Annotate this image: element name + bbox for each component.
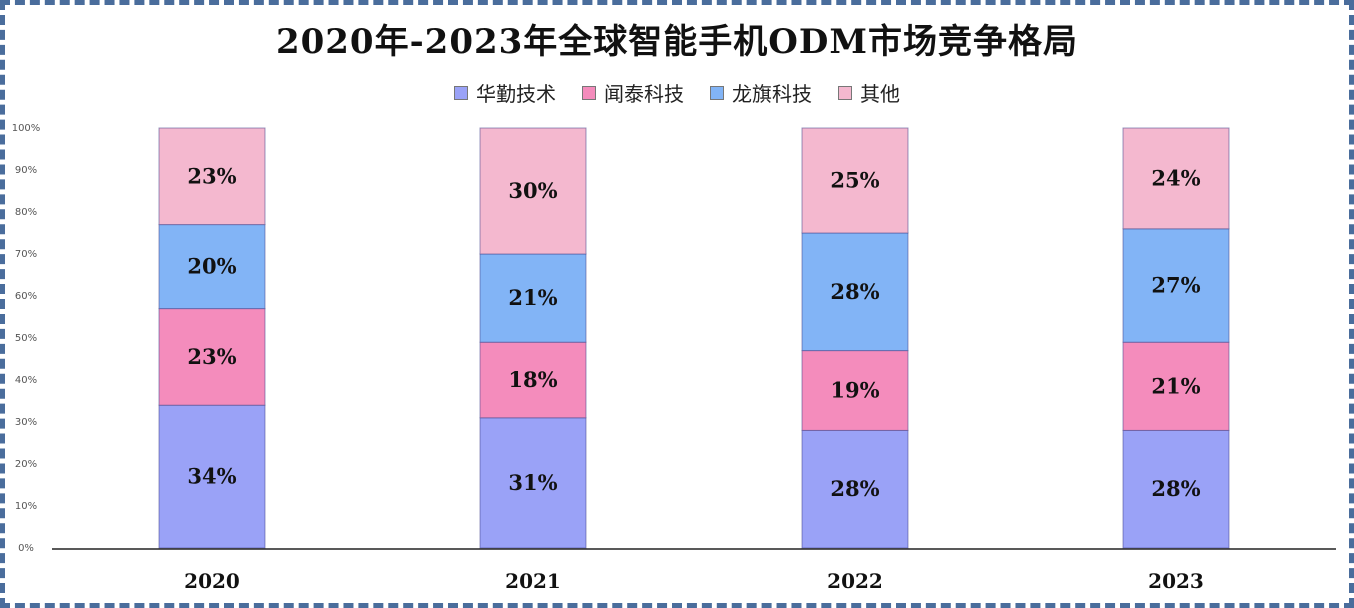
bar-segment: [479, 253, 587, 343]
bar-value-label: 28%: [830, 279, 879, 304]
legend-swatch: [710, 85, 724, 100]
bar-value-label: 23%: [187, 163, 236, 188]
bar-value-label: 28%: [1151, 476, 1200, 501]
legend-item: 龙旗科技: [710, 78, 812, 107]
bar-segment: [479, 417, 587, 549]
bar-segment: [479, 127, 587, 255]
bar-segment: [801, 232, 909, 352]
bar-segment: [801, 429, 909, 549]
bar-value-label: 24%: [1151, 165, 1200, 190]
bar-value-label: 30%: [508, 178, 557, 203]
y-tick-label: 60%: [15, 291, 37, 302]
y-tick-label: 70%: [15, 249, 37, 260]
bar-segment: [158, 127, 266, 226]
legend-label: 闻泰科技: [604, 82, 684, 106]
legend-swatch: [454, 85, 468, 100]
bar-value-label: 18%: [508, 367, 557, 392]
chart-title: 2020年-2023年全球智能手机ODM市场竞争格局: [275, 22, 1079, 62]
x-category-label: 2023: [1148, 569, 1204, 593]
legend-swatch: [582, 85, 596, 100]
legend-item: 闻泰科技: [582, 78, 684, 107]
bar-value-label: 20%: [187, 254, 236, 279]
legend-label: 龙旗科技: [732, 82, 812, 106]
bar-value-label: 23%: [187, 344, 236, 369]
bar-value-label: 34%: [187, 464, 236, 489]
y-tick-label: 0%: [18, 543, 34, 554]
bar-value-label: 31%: [508, 470, 557, 495]
bar-segment: [1122, 127, 1230, 230]
bar-value-label: 28%: [830, 476, 879, 501]
legend-label: 其他: [860, 82, 900, 106]
y-tick-label: 90%: [15, 165, 37, 176]
bar-value-label: 21%: [1151, 373, 1200, 398]
legend-swatch: [838, 85, 852, 100]
legend-item: 其他: [838, 78, 900, 107]
bar-segment: [1122, 341, 1230, 431]
bar-value-label: 21%: [508, 285, 557, 310]
legend: 华勤技术 闻泰科技 龙旗科技 其他: [0, 78, 1354, 107]
x-category-label: 2022: [827, 569, 883, 593]
bar-segment: [479, 341, 587, 419]
y-tick-label: 80%: [15, 207, 37, 218]
y-tick-label: 100%: [12, 123, 41, 134]
y-tick-label: 20%: [15, 459, 37, 470]
bar-segment: [1122, 429, 1230, 549]
x-category-label: 2021: [505, 569, 561, 593]
y-tick-label: 50%: [15, 333, 37, 344]
bar-value-label: 25%: [830, 168, 879, 193]
legend-item: 华勤技术: [454, 78, 556, 107]
y-tick-label: 10%: [15, 501, 37, 512]
bar-segment: [158, 404, 266, 549]
bar-value-label: 27%: [1151, 273, 1200, 298]
bar-segment: [1122, 228, 1230, 343]
bar-value-label: 19%: [830, 378, 879, 403]
x-category-label: 2020: [184, 569, 240, 593]
legend-label: 华勤技术: [476, 82, 556, 106]
bar-segment: [801, 127, 909, 234]
y-tick-label: 30%: [15, 417, 37, 428]
y-tick-label: 40%: [15, 375, 37, 386]
bar-segment: [158, 224, 266, 310]
